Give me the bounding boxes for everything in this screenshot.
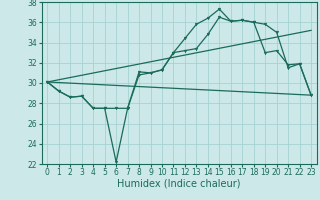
X-axis label: Humidex (Indice chaleur): Humidex (Indice chaleur)	[117, 179, 241, 189]
